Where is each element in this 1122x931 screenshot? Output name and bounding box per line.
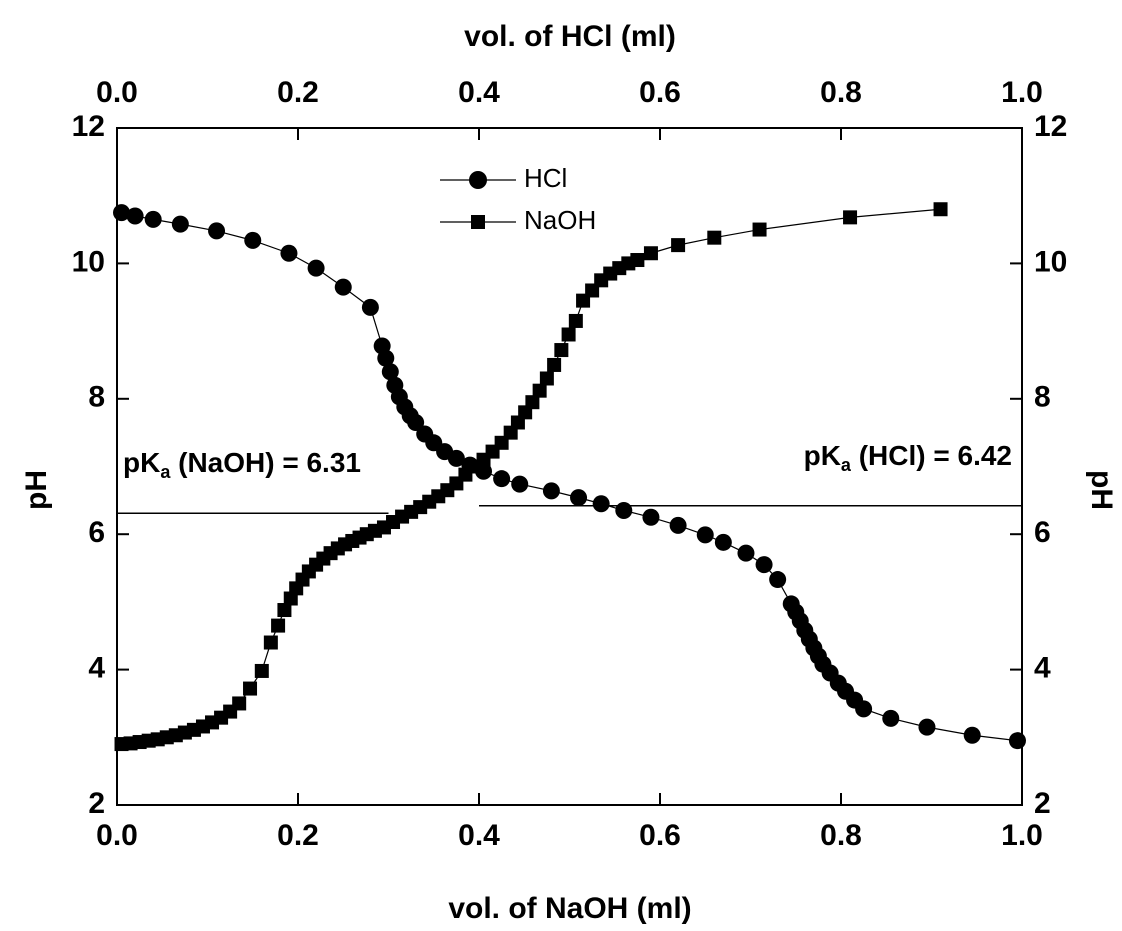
marker [642, 508, 660, 526]
marker [855, 700, 873, 718]
y2-axis-label: pH [1085, 470, 1118, 510]
marker [568, 313, 583, 328]
annotation-part: (NaOH) = 6.31 [170, 448, 361, 479]
marker [244, 231, 262, 249]
marker [615, 502, 633, 520]
plot-frame [116, 127, 1023, 806]
y-tick-label: 12 [72, 110, 105, 143]
y2-tick-label: 12 [1034, 110, 1067, 143]
annotation-part: a [160, 462, 171, 482]
x-axis-label: vol. of NaOH (ml) [448, 892, 691, 925]
x2-tick-label: 0.2 [277, 76, 319, 109]
annotation: pKa (HCl) = 6.42 [804, 440, 1012, 474]
marker [561, 327, 576, 342]
y-tick-label: 10 [72, 245, 105, 278]
y2-tick-label: 10 [1034, 245, 1067, 278]
legend-label: HCl [524, 163, 567, 193]
annotation-part: pK [804, 440, 841, 471]
marker [171, 215, 189, 233]
marker [707, 230, 722, 245]
x-tick-label: 1.0 [1001, 819, 1043, 852]
marker [643, 246, 658, 261]
y-tick-label: 8 [88, 381, 105, 414]
x-tick-label: 0.4 [458, 819, 500, 852]
marker [918, 718, 936, 736]
marker [696, 526, 714, 544]
x-tick-label: 0.8 [820, 819, 862, 852]
y-tick-label: 4 [88, 652, 105, 685]
marker [769, 571, 787, 589]
marker [755, 556, 773, 574]
marker [592, 495, 610, 513]
marker [113, 204, 131, 222]
marker [933, 202, 948, 217]
marker [752, 222, 767, 237]
marker [511, 475, 529, 493]
marker [243, 681, 258, 696]
marker [263, 635, 278, 650]
y2-tick-label: 4 [1034, 652, 1051, 685]
legend-label: NaOH [524, 205, 596, 235]
x2-axis-label: vol. of HCl (ml) [464, 20, 676, 53]
marker [525, 395, 540, 410]
marker [671, 238, 686, 253]
marker [542, 482, 560, 500]
marker [407, 413, 425, 431]
marker [377, 349, 395, 367]
marker [208, 222, 226, 240]
annotation-part: (HCl) = 6.42 [851, 440, 1012, 471]
marker [737, 544, 755, 562]
x-tick-label: 0.6 [639, 819, 681, 852]
marker [271, 618, 286, 633]
x2-tick-label: 0.6 [639, 76, 681, 109]
y-axis-label: pH [20, 470, 53, 510]
marker [882, 709, 900, 727]
marker [539, 371, 554, 386]
marker [277, 603, 292, 618]
x-tick-label: 0.2 [277, 819, 319, 852]
legend-marker [471, 215, 485, 229]
marker [669, 516, 687, 534]
marker [843, 210, 858, 225]
marker [963, 726, 981, 744]
x-tick-label: 0.0 [96, 819, 138, 852]
marker [570, 489, 588, 507]
marker [280, 244, 298, 262]
marker [361, 298, 379, 316]
marker [307, 259, 325, 277]
y-tick-label: 2 [88, 787, 105, 820]
marker [493, 470, 511, 488]
marker [254, 663, 269, 678]
marker [381, 363, 399, 381]
marker [144, 210, 162, 228]
y2-tick-label: 2 [1034, 787, 1051, 820]
legend-marker [469, 171, 487, 189]
marker [532, 383, 547, 398]
x2-tick-label: 0.8 [820, 76, 862, 109]
marker [547, 357, 562, 372]
annotation: pKa (NaOH) = 6.31 [123, 448, 361, 482]
annotation-part: pK [123, 448, 160, 479]
x2-tick-label: 1.0 [1001, 76, 1043, 109]
marker [447, 449, 465, 467]
x2-tick-label: 0.0 [96, 76, 138, 109]
y2-tick-label: 6 [1034, 516, 1051, 549]
marker [1008, 732, 1026, 750]
marker [554, 343, 569, 358]
marker [630, 253, 645, 268]
marker [126, 207, 144, 225]
marker [334, 278, 352, 296]
y2-tick-label: 8 [1034, 381, 1051, 414]
annotation-part: a [841, 455, 852, 475]
marker [232, 696, 247, 711]
x2-tick-label: 0.4 [458, 76, 500, 109]
marker [714, 533, 732, 551]
y-tick-label: 6 [88, 516, 105, 549]
